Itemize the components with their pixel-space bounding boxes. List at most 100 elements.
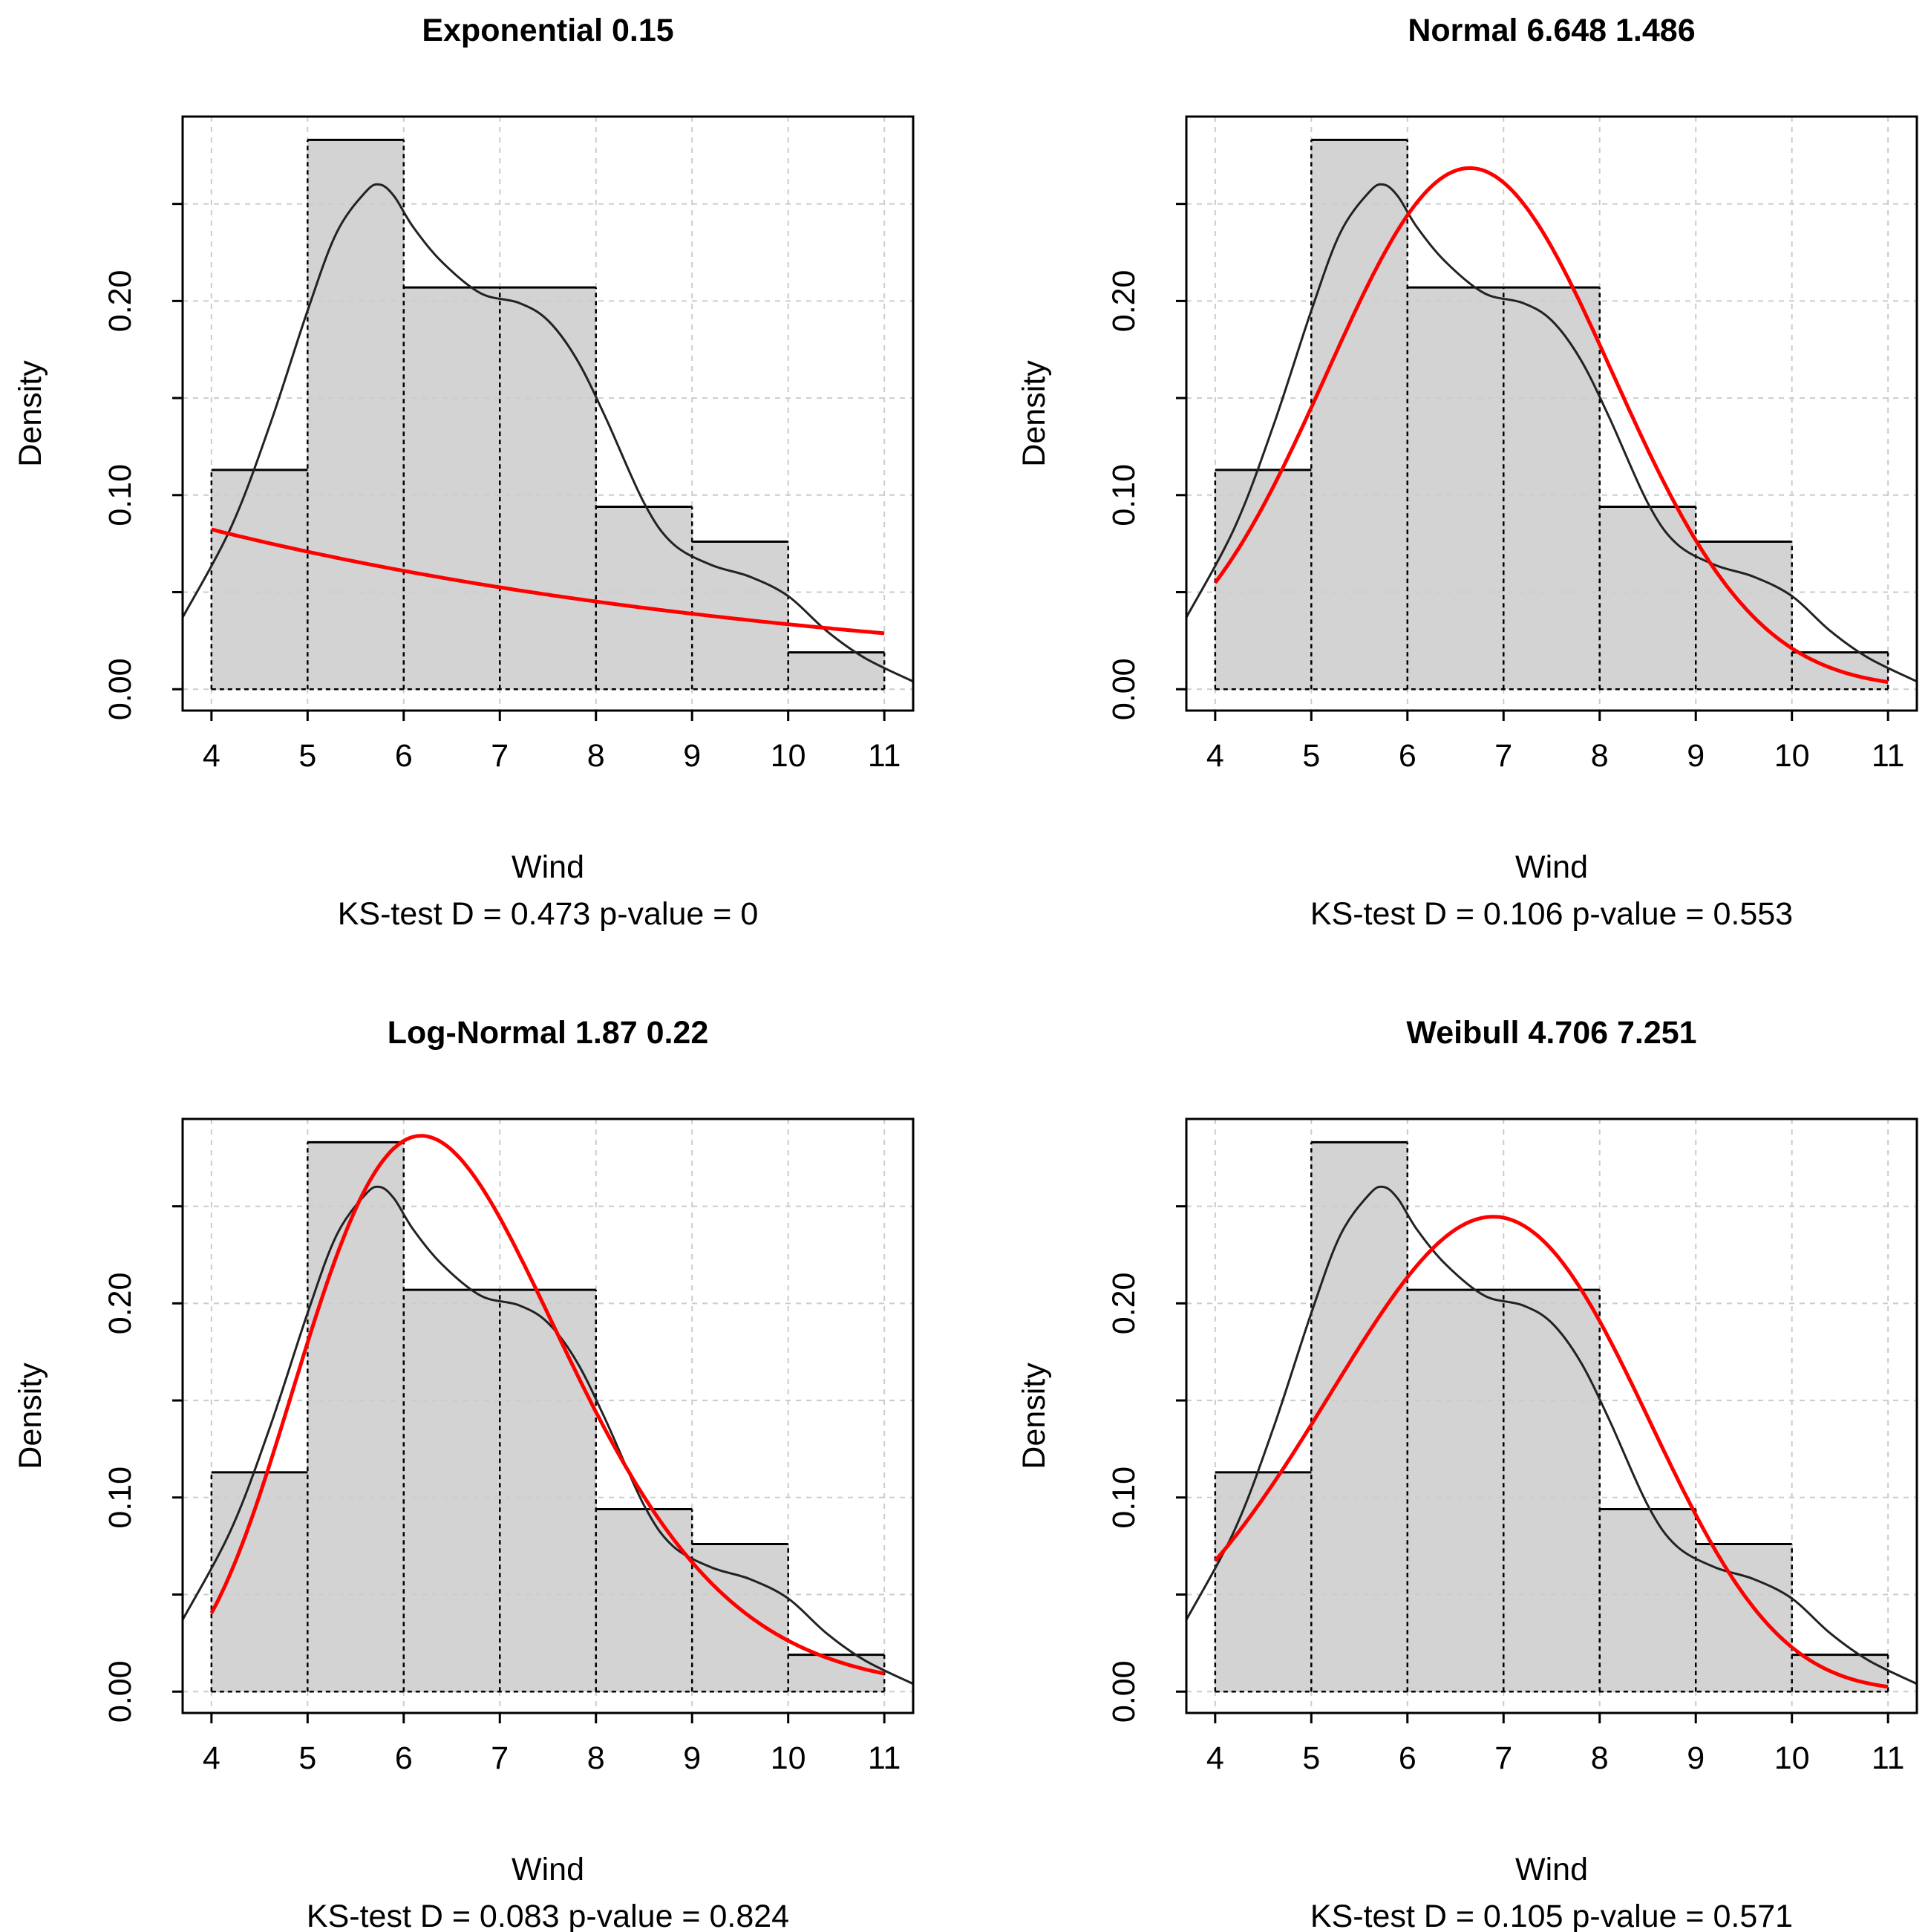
histogram-bar	[307, 140, 404, 690]
x-tick-label: 9	[1687, 738, 1705, 774]
chart-title: Log-Normal 1.87 0.22	[388, 1015, 709, 1051]
fitted-distribution-line	[209, 1134, 885, 1676]
histogram-bar	[1599, 506, 1696, 690]
x-tick-label: 4	[1206, 1740, 1224, 1776]
ks-test-subtitle: KS-test D = 0.473 p-value = 0	[338, 896, 759, 932]
histogram-outlines	[1214, 138, 1889, 691]
x-tick-label: 10	[1774, 738, 1810, 774]
y-axis-label: Density	[13, 360, 48, 467]
x-tick-label: 8	[587, 1740, 605, 1776]
plot-frame	[181, 115, 915, 712]
y-axis-label: Density	[1016, 360, 1052, 467]
x-axis: 4 5 6 7 8 9 10 11	[1206, 1713, 1905, 1776]
chart-panel-1: 4 5 6 7 8 9 10 11 0.00 0.10 0.20 Exponential 0.15 Wi…	[13, 13, 915, 932]
histogram-bar	[1215, 1472, 1312, 1692]
x-tick-label: 7	[1494, 738, 1512, 774]
x-tick-label: 6	[395, 738, 413, 774]
histogram-bar	[1311, 1142, 1408, 1692]
x-axis-label: Wind	[1515, 849, 1588, 885]
y-axis: 0.00 0.10 0.20	[102, 203, 183, 720]
x-tick-label: 7	[1494, 1740, 1512, 1776]
y-tick-label: 0.00	[1106, 658, 1142, 720]
y-axis-label: Density	[1016, 1362, 1052, 1469]
histogram-bars	[1215, 140, 1889, 690]
histogram-bar	[788, 652, 885, 690]
y-axis: 0.00 0.10 0.20	[102, 1205, 183, 1723]
kde-density-line	[183, 1185, 913, 1685]
x-axis-label: Wind	[512, 849, 584, 885]
x-tick-label: 7	[491, 738, 509, 774]
x-tick-label: 6	[1399, 1740, 1416, 1776]
y-axis: 0.00 0.10 0.20	[1106, 1205, 1186, 1723]
ks-test-subtitle: KS-test D = 0.083 p-value = 0.824	[307, 1899, 789, 1932]
fitted-distribution-line	[1213, 1215, 1889, 1689]
x-tick-label: 6	[1399, 738, 1416, 774]
x-tick-label: 5	[298, 1740, 316, 1776]
y-axis: 0.00 0.10 0.20	[1106, 203, 1186, 720]
chart-panel-3: 4 5 6 7 8 9 10 11 0.00 0.10 0.20 Log-Normal 1.87 0.…	[13, 1015, 915, 1932]
x-tick-label: 8	[1591, 1740, 1609, 1776]
y-tick-label: 0.00	[102, 658, 138, 720]
kde-density-line	[1186, 183, 1917, 683]
x-tick-label: 11	[868, 738, 901, 774]
x-tick-label: 7	[491, 1740, 509, 1776]
x-tick-label: 4	[1206, 738, 1224, 774]
y-tick-label: 0.10	[102, 464, 138, 526]
ks-test-subtitle: KS-test D = 0.105 p-value = 0.571	[1310, 1899, 1793, 1932]
chart-title: Normal 6.648 1.486	[1408, 13, 1695, 48]
histogram-bar	[403, 1290, 500, 1692]
chart-panel-2: 4 5 6 7 8 9 10 11 0.00 0.10 0.20 Normal 6.648 1.486…	[1016, 13, 1918, 932]
x-tick-label: 9	[683, 738, 701, 774]
fitted-distribution-line	[1213, 166, 1889, 685]
x-tick-label: 11	[1872, 738, 1905, 774]
x-tick-label: 10	[771, 1740, 806, 1776]
histogram-bar	[1503, 1290, 1600, 1692]
x-tick-label: 9	[1687, 1740, 1705, 1776]
histogram-bar	[1599, 1509, 1696, 1692]
x-axis: 4 5 6 7 8 9 10 11	[203, 1713, 901, 1776]
y-tick-label: 0.00	[1106, 1660, 1142, 1723]
y-tick-label: 0.20	[102, 1273, 138, 1335]
histogram-bar	[595, 506, 693, 690]
x-tick-label: 6	[395, 1740, 413, 1776]
ks-test-subtitle: KS-test D = 0.106 p-value = 0.553	[1310, 896, 1793, 932]
plot-frame	[181, 1117, 915, 1714]
x-tick-label: 8	[587, 738, 605, 774]
histogram-bar	[1407, 287, 1504, 690]
histogram-bar	[595, 1509, 693, 1692]
histogram-bar	[307, 1142, 404, 1692]
x-axis: 4 5 6 7 8 9 10 11	[203, 711, 901, 774]
x-tick-label: 11	[868, 1740, 901, 1776]
y-tick-label: 0.10	[1106, 1466, 1142, 1529]
plot-frame	[1185, 115, 1918, 712]
kde-density-line	[183, 183, 913, 683]
histogram-outlines	[1214, 1140, 1889, 1693]
histogram-bar	[211, 469, 308, 690]
histogram-bar	[1407, 1290, 1504, 1692]
x-tick-label: 10	[1774, 1740, 1810, 1776]
y-tick-label: 0.20	[1106, 270, 1142, 333]
x-tick-label: 9	[683, 1740, 701, 1776]
x-axis-label: Wind	[1515, 1852, 1588, 1887]
x-tick-label: 5	[1302, 1740, 1320, 1776]
histogram-bar	[1696, 1544, 1792, 1692]
histogram-bar	[1503, 287, 1600, 690]
x-tick-label: 5	[298, 738, 316, 774]
y-tick-label: 0.10	[1106, 464, 1142, 526]
x-tick-label: 4	[203, 738, 220, 774]
plot-frame	[1185, 1117, 1918, 1714]
histogram-bar	[403, 287, 500, 690]
x-tick-label: 10	[771, 738, 806, 774]
x-axis-label: Wind	[512, 1852, 584, 1887]
histogram-outlines	[210, 138, 886, 691]
x-tick-label: 11	[1872, 1740, 1905, 1776]
chart-title: Weibull 4.706 7.251	[1406, 1015, 1696, 1051]
histogram-outlines	[210, 1140, 886, 1693]
histogram-bar	[1311, 140, 1408, 690]
y-tick-label: 0.20	[1106, 1273, 1142, 1335]
fitted-distribution-line	[211, 527, 885, 636]
x-axis: 4 5 6 7 8 9 10 11	[1206, 711, 1905, 774]
histogram-bar	[500, 1290, 596, 1692]
chart-panel-4: 4 5 6 7 8 9 10 11 0.00 0.10 0.20 Weibull 4.706 7.25…	[1016, 1015, 1918, 1932]
